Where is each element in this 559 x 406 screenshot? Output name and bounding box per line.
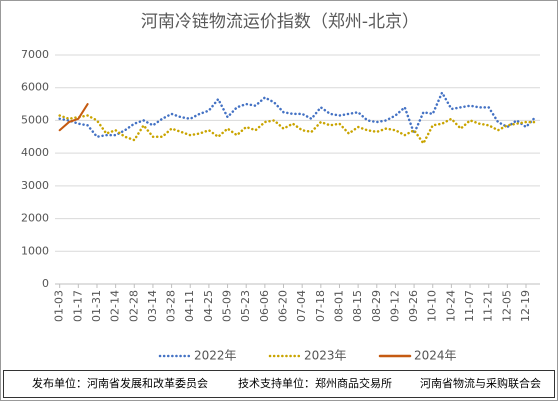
legend-label: 2023年 <box>304 349 347 363</box>
x-tick-label: 01-17 <box>71 290 84 322</box>
x-tick-label: 06-20 <box>277 290 290 322</box>
legend-label: 2022年 <box>194 349 237 363</box>
x-tick-label: 03-14 <box>146 290 159 322</box>
x-tick-label: 10-10 <box>426 290 439 322</box>
y-tick-label: 3000 <box>21 179 49 192</box>
x-tick-label: 04-11 <box>183 290 196 322</box>
footer-text: 发布单位：河南省发展和改革委员会 <box>32 376 208 390</box>
y-tick-label: 1000 <box>21 244 49 257</box>
chart-title: 河南冷链物流运价指数（郑州-北京） <box>141 12 419 32</box>
x-tick-label: 12-19 <box>519 290 532 322</box>
x-tick-label: 05-23 <box>239 290 252 322</box>
x-tick-label: 12-05 <box>500 290 513 322</box>
x-tick-label: 03-28 <box>165 290 178 322</box>
footer-text: 河南省物流与采购联合会 <box>420 376 541 390</box>
series-line <box>58 103 89 132</box>
y-tick-label: 5000 <box>21 113 49 126</box>
x-tick-label: 11-21 <box>482 290 495 322</box>
x-tick-label: 06-06 <box>258 290 271 322</box>
y-tick-label: 2000 <box>21 212 49 225</box>
legend-label: 2024年 <box>414 349 457 363</box>
x-tick-label: 08-01 <box>332 290 345 322</box>
x-tick-label: 08-15 <box>351 290 364 322</box>
series-line <box>58 114 537 146</box>
x-tick-label: 09-26 <box>407 290 420 322</box>
x-tick-label: 01-31 <box>90 290 103 322</box>
x-tick-label: 02-14 <box>109 290 122 322</box>
y-tick-label: 4000 <box>21 146 49 159</box>
footer-text: 技术支持单位：郑州商品交易所 <box>238 376 392 390</box>
footer-box <box>3 370 555 398</box>
y-tick-label: 6000 <box>21 81 49 94</box>
y-tick-label: 0 <box>42 277 49 290</box>
x-tick-label: 09-12 <box>388 290 401 322</box>
x-tick-label: 10-24 <box>444 290 457 322</box>
x-tick-label: 08-29 <box>370 290 383 322</box>
x-tick-label: 07-18 <box>314 290 327 322</box>
x-tick-label: 04-25 <box>202 290 215 322</box>
x-tick-label: 05-09 <box>221 290 234 322</box>
x-tick-label: 01-03 <box>53 290 66 322</box>
y-tick-label: 7000 <box>21 48 49 61</box>
x-tick-label: 11-07 <box>463 290 476 322</box>
series-line <box>58 89 537 139</box>
x-tick-label: 02-28 <box>127 290 140 322</box>
x-tick-label: 07-04 <box>295 290 308 322</box>
